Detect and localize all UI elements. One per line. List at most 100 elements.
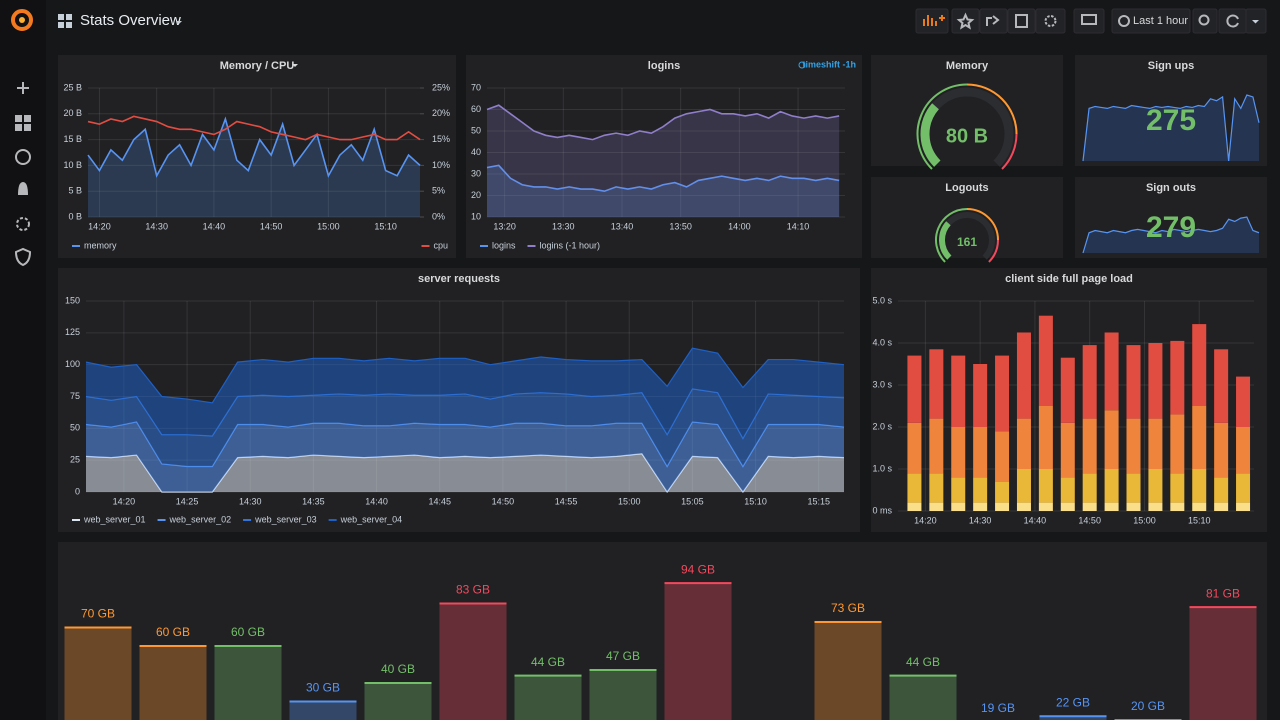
bar-segment: [1170, 473, 1185, 503]
legend-label: web_server_04: [340, 514, 403, 524]
panel[interactable]: [871, 55, 1063, 166]
y-tick-label: 0 B: [68, 211, 82, 221]
bar-segment: [1126, 473, 1141, 503]
time-range: Last 1 hour: [1133, 15, 1188, 27]
bar-value-label: 47 GB: [606, 649, 640, 663]
create-icon[interactable]: [17, 82, 29, 94]
sparkline: [1082, 216, 1260, 254]
series-line: [87, 115, 421, 141]
admin-icon[interactable]: [14, 247, 32, 267]
grid-square: [24, 115, 31, 122]
panel[interactable]: [466, 55, 862, 258]
refresh-icon: [1226, 14, 1239, 28]
y-tick-label: 10: [471, 211, 481, 221]
bar: [1189, 606, 1257, 720]
panel[interactable]: [58, 542, 1267, 720]
bar-value-label: 20 GB: [1131, 699, 1165, 713]
bar-value-label: 70 GB: [81, 607, 115, 621]
panel[interactable]: [1075, 177, 1267, 258]
y-tick-label: 10 B: [63, 160, 82, 170]
dashboard-title[interactable]: Stats Overview: [80, 12, 181, 29]
explore-icon[interactable]: [15, 149, 31, 165]
share-icon: [986, 15, 1000, 26]
tv-mode-button[interactable]: [1073, 8, 1105, 34]
y-tick-label: 25: [70, 455, 80, 465]
x-tick-label: 14:40: [1024, 515, 1047, 525]
bar-value-label: 22 GB: [1056, 695, 1090, 709]
bar-segment: [1192, 406, 1207, 469]
y-tick-label: 1.0 s: [872, 463, 892, 473]
series-line: [87, 116, 421, 178]
settings-button[interactable]: [1035, 8, 1066, 34]
timeshift-label: timeshift -1h: [802, 59, 856, 69]
bar-value-label: 44 GB: [531, 655, 565, 669]
x-tick-label: 15:15: [807, 496, 830, 506]
bar-segment: [1192, 469, 1207, 503]
star-icon: [956, 12, 975, 30]
bar-segment: [995, 355, 1010, 432]
panel[interactable]: [1075, 55, 1267, 166]
caret: [176, 21, 182, 24]
legend-label: logins (-1 hour): [540, 240, 601, 250]
legend-label: cpu: [433, 240, 448, 250]
zoom-icon: [1198, 14, 1210, 26]
y-tick-label: 50: [70, 423, 80, 433]
bar-segment: [1126, 502, 1141, 511]
bar-value-label: 60 GB: [156, 625, 190, 639]
stacked-area: [86, 348, 844, 439]
series-line: [486, 164, 840, 193]
bar-segment: [907, 473, 922, 503]
bar-segment: [1236, 427, 1251, 474]
bar-segment: [951, 477, 966, 503]
x-tick-label: 13:30: [552, 221, 575, 231]
y-tick-label: 40: [471, 147, 481, 157]
bar-segment: [1148, 343, 1163, 419]
gauge-value: [920, 103, 941, 167]
time-picker[interactable]: [1111, 8, 1191, 34]
timeshift-icon: [798, 61, 806, 69]
bar-segment: [951, 427, 966, 478]
bar: [289, 700, 357, 720]
zoom-out-button[interactable]: [1192, 8, 1218, 34]
x-tick-label: 15:00: [1133, 515, 1156, 525]
y-tick-label: 30: [471, 168, 481, 178]
refresh-button[interactable]: [1218, 8, 1247, 34]
bar: [139, 645, 207, 720]
bar: [589, 669, 657, 720]
bar-segment: [1060, 502, 1075, 511]
legend-label: web_server_01: [83, 514, 146, 524]
save-button[interactable]: [1007, 8, 1036, 34]
gauge-threshold: [966, 83, 1018, 135]
bar-segment: [1060, 422, 1075, 478]
grid-square: [66, 22, 72, 28]
star-button[interactable]: [951, 8, 980, 34]
sidebar: [0, 0, 46, 720]
gauge-label: 161: [957, 235, 977, 249]
grafana-logo[interactable]: [11, 9, 33, 31]
x-tick-label: 14:20: [914, 515, 937, 525]
grid-square: [15, 124, 22, 131]
bar-segment: [1236, 376, 1251, 427]
tv-icon: [1081, 14, 1097, 25]
dashboards-icon[interactable]: [15, 115, 31, 131]
stacked-area: [86, 421, 844, 492]
panel-title: Sign outs: [1146, 182, 1196, 194]
alerting-icon[interactable]: [18, 182, 28, 195]
y-tick-label: 15 B: [63, 134, 82, 144]
legend-label: memory: [84, 240, 117, 250]
configuration-icon[interactable]: [16, 217, 30, 231]
bar-segment: [929, 473, 944, 503]
stacked-area: [86, 388, 844, 467]
dashboard-picker[interactable]: Stats Overview: [58, 12, 182, 29]
bar-segment: [1148, 469, 1163, 503]
stat-value: 279: [1146, 211, 1196, 244]
grid-square: [66, 14, 72, 20]
bar-segment: [1192, 502, 1207, 511]
bar-segment: [1082, 345, 1097, 419]
bar-segment: [907, 422, 922, 474]
share-button[interactable]: [979, 8, 1008, 34]
bar-segment: [1016, 502, 1031, 511]
caret: [292, 64, 298, 67]
